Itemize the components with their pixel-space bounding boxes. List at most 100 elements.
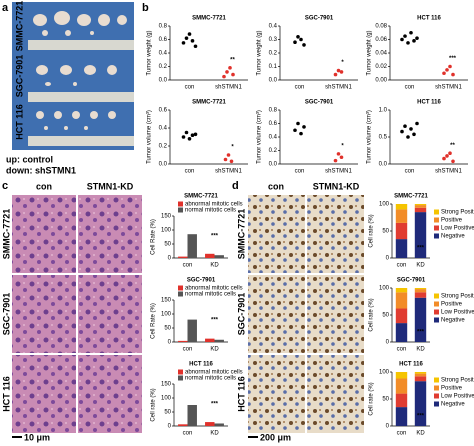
legend-swatch bbox=[434, 225, 439, 231]
bar-segment bbox=[414, 292, 427, 298]
y-tick-label: 50 bbox=[164, 410, 171, 416]
legend-swatch bbox=[434, 293, 439, 299]
bar-segment bbox=[395, 288, 408, 293]
legend-swatch bbox=[434, 233, 439, 239]
bar-segment bbox=[395, 292, 408, 309]
y-tick-label: 0.0 bbox=[379, 162, 388, 168]
y-tick-label: 0.4 bbox=[269, 24, 278, 30]
column-label: STMN1-KD bbox=[87, 181, 134, 191]
y-axis-label: Tumor volume (cm³) bbox=[147, 110, 153, 164]
point bbox=[400, 37, 404, 42]
bar-segment bbox=[414, 297, 427, 342]
bar-segment bbox=[395, 378, 408, 394]
tumors bbox=[33, 11, 127, 130]
bar bbox=[205, 338, 215, 342]
chart-title: SMMC-7721 bbox=[394, 194, 428, 200]
point bbox=[299, 131, 303, 136]
legend-label: Negative bbox=[441, 318, 465, 324]
bar bbox=[178, 340, 188, 342]
legend-label: abnormal mitotic cells bbox=[185, 202, 243, 208]
x-tick-label: con bbox=[405, 85, 415, 91]
panel-label: c bbox=[2, 180, 8, 192]
legend-swatch bbox=[178, 369, 183, 375]
legend-label: Strong Positive bbox=[441, 294, 474, 300]
micrograph bbox=[78, 355, 142, 433]
y-tick-label: 0.02 bbox=[375, 64, 387, 70]
bar-segment bbox=[395, 204, 408, 210]
micrograph bbox=[307, 355, 364, 433]
x-tick-label: con bbox=[397, 347, 407, 353]
bar-segment bbox=[414, 212, 427, 258]
legend-swatch bbox=[178, 285, 183, 291]
point bbox=[231, 72, 235, 77]
micrograph bbox=[12, 275, 76, 353]
bar-segment bbox=[395, 407, 408, 426]
legend-label: normal mitotic cells bbox=[185, 292, 236, 298]
micrograph bbox=[78, 275, 142, 353]
point bbox=[442, 71, 446, 76]
chart-title: SGC-7901 bbox=[305, 100, 334, 106]
point bbox=[296, 121, 300, 126]
legend-swatch bbox=[434, 401, 439, 407]
legend-label: Positive bbox=[441, 218, 463, 224]
bar-segment bbox=[414, 381, 427, 426]
y-tick-label: 0 bbox=[168, 424, 172, 430]
y-tick-label: 100 bbox=[161, 396, 172, 402]
point bbox=[403, 34, 407, 38]
y-tick-label: 0 bbox=[168, 256, 172, 262]
point bbox=[226, 153, 231, 157]
y-tick-label: 0.4 bbox=[159, 126, 168, 132]
micrograph bbox=[248, 275, 305, 353]
point bbox=[302, 43, 306, 47]
significance: *** bbox=[417, 246, 425, 252]
row-label: SGC-7901 bbox=[1, 293, 11, 336]
x-tick-label: KD bbox=[416, 431, 425, 437]
x-tick-label: KD bbox=[416, 347, 425, 353]
point bbox=[333, 158, 338, 163]
bar-segment bbox=[395, 393, 408, 408]
chart-title: SGC-7901 bbox=[305, 16, 334, 22]
y-tick-label: 50 bbox=[164, 326, 171, 332]
row-label: SGC-7901 bbox=[14, 55, 24, 98]
significance: * bbox=[341, 143, 344, 149]
micrograph bbox=[12, 355, 76, 433]
y-tick-label: 0.5 bbox=[379, 135, 388, 141]
point bbox=[336, 152, 341, 156]
point bbox=[229, 159, 234, 164]
y-tick-label: 1.0 bbox=[379, 108, 388, 114]
y-tick-label: 150 bbox=[161, 298, 172, 304]
significance: *** bbox=[211, 318, 219, 324]
panel-label: a bbox=[2, 2, 9, 14]
y-tick-label: 50 bbox=[382, 397, 389, 403]
bar bbox=[214, 255, 224, 258]
row-label: HCT 116 bbox=[236, 376, 246, 412]
legend-swatch bbox=[178, 207, 183, 213]
chart-title: HCT 116 bbox=[417, 16, 441, 22]
chart-title: SGC-7901 bbox=[187, 278, 216, 284]
bar-segment bbox=[414, 372, 427, 374]
legend-swatch bbox=[434, 393, 439, 399]
y-tick-label: 0.0 bbox=[269, 162, 278, 168]
x-tick-label: KD bbox=[210, 263, 219, 269]
legend-label: normal mitotic cells bbox=[185, 376, 236, 382]
significance: ** bbox=[230, 57, 235, 63]
bar-segment bbox=[414, 376, 427, 382]
point bbox=[181, 135, 186, 139]
legend-label: Strong Positive bbox=[441, 378, 474, 384]
y-tick-label: 0.2 bbox=[269, 148, 278, 154]
y-tick-label: 50 bbox=[382, 313, 389, 319]
y-tick-label: 0.0 bbox=[269, 78, 278, 84]
point bbox=[415, 121, 419, 126]
y-axis-label: Tumor weight (g) bbox=[257, 30, 263, 75]
point bbox=[412, 132, 416, 137]
chart-title: HCT 116 bbox=[189, 362, 213, 368]
y-axis-label: Tumor weight (g) bbox=[147, 30, 153, 75]
x-tick-label: shSTMN1 bbox=[435, 169, 462, 175]
y-tick-label: 0.2 bbox=[159, 64, 168, 70]
micrograph bbox=[307, 275, 364, 353]
legend-swatch bbox=[434, 377, 439, 383]
point bbox=[339, 155, 344, 160]
point bbox=[333, 72, 338, 77]
legend-label: Negative bbox=[441, 402, 465, 408]
